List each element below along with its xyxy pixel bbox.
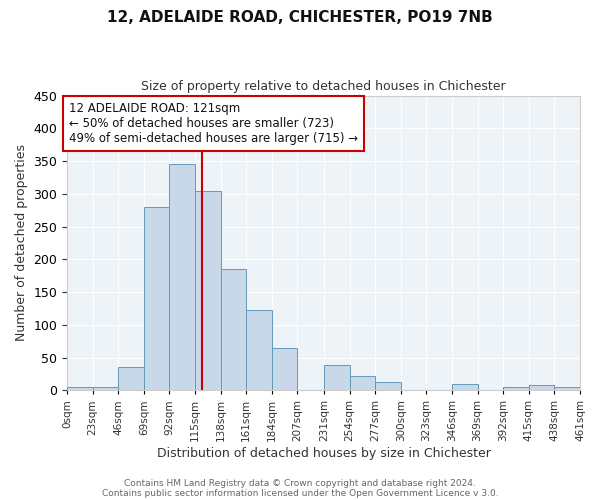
Bar [554, 387, 580, 390]
Bar [376, 382, 401, 390]
Bar [324, 366, 350, 390]
X-axis label: Distribution of detached houses by size in Chichester: Distribution of detached houses by size … [157, 447, 491, 460]
Y-axis label: Number of detached properties: Number of detached properties [15, 144, 28, 342]
Text: 12 ADELAIDE ROAD: 121sqm
← 50% of detached houses are smaller (723)
49% of semi-: 12 ADELAIDE ROAD: 121sqm ← 50% of detach… [70, 102, 359, 145]
Bar [350, 376, 376, 390]
Bar [195, 190, 221, 390]
Text: Contains public sector information licensed under the Open Government Licence v : Contains public sector information licen… [101, 488, 499, 498]
Bar [169, 164, 195, 390]
Bar [67, 387, 93, 390]
Bar [246, 310, 272, 390]
Bar [118, 366, 144, 390]
Title: Size of property relative to detached houses in Chichester: Size of property relative to detached ho… [141, 80, 506, 93]
Bar [221, 269, 246, 390]
Bar [272, 348, 298, 391]
Text: Contains HM Land Registry data © Crown copyright and database right 2024.: Contains HM Land Registry data © Crown c… [124, 478, 476, 488]
Text: 12, ADELAIDE ROAD, CHICHESTER, PO19 7NB: 12, ADELAIDE ROAD, CHICHESTER, PO19 7NB [107, 10, 493, 25]
Bar [503, 387, 529, 390]
Bar [529, 385, 554, 390]
Bar [144, 207, 169, 390]
Bar [93, 387, 118, 390]
Bar [452, 384, 478, 390]
